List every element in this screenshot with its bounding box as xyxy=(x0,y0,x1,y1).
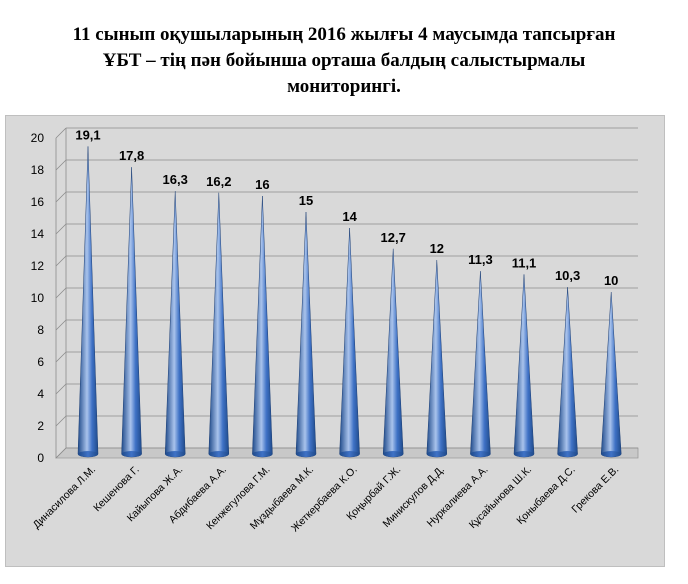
title-line-2: ҰБТ – тің пән бойынша орташа балдың салы… xyxy=(102,50,586,71)
x-tick-label: Грекова Е.В. xyxy=(569,464,621,516)
data-label: 12,7 xyxy=(381,230,406,245)
cone-bar xyxy=(208,192,230,458)
data-label: 19,1 xyxy=(75,127,100,142)
cone-bar xyxy=(295,211,317,458)
cone-bar xyxy=(252,195,273,458)
y-tick-label: 6 xyxy=(37,355,44,369)
y-tick-label: 20 xyxy=(31,131,45,145)
cone-bar-chart: 0 2 4 6 8 10 12 14 16 18 20 19,1 Динасилова Л.М. 17,8… xyxy=(31,127,639,534)
x-tick-label: Динасилова Л.М. xyxy=(31,464,99,532)
data-label: 12 xyxy=(430,241,444,256)
data-label: 11,3 xyxy=(468,252,493,267)
data-label: 17,8 xyxy=(119,148,144,163)
cone-bar xyxy=(470,271,491,458)
bars xyxy=(77,146,622,458)
data-label: 16,2 xyxy=(206,174,231,189)
y-tick-label: 10 xyxy=(31,291,45,305)
cone-bar xyxy=(426,259,448,458)
data-label: 10 xyxy=(604,273,618,288)
data-label: 11,1 xyxy=(512,255,537,270)
cone-bar xyxy=(600,291,622,458)
y-tick-label: 0 xyxy=(37,451,44,465)
cone-bar xyxy=(382,248,404,458)
y-tick-label: 8 xyxy=(37,323,44,337)
cone-bar xyxy=(339,227,360,458)
data-label: 10,3 xyxy=(555,268,580,283)
y-tick-label: 4 xyxy=(37,387,44,401)
chart-title: 11 сынып оқушыларының 2016 жылғы 4 маусы… xyxy=(0,22,688,100)
data-label: 16,3 xyxy=(163,172,188,187)
data-label: 16 xyxy=(255,177,269,192)
y-tick-label: 12 xyxy=(31,259,45,273)
y-tick-label: 18 xyxy=(31,163,45,177)
cone-bar xyxy=(77,146,99,458)
data-label: 14 xyxy=(342,209,357,224)
y-tick-label: 2 xyxy=(37,419,44,433)
cone-bar xyxy=(557,287,578,458)
title-line-1: 11 сынып оқушыларының 2016 жылғы 4 маусы… xyxy=(72,24,616,45)
title-line-3: мониторингі. xyxy=(287,76,401,97)
data-label: 15 xyxy=(299,193,313,208)
cone-bar xyxy=(164,191,186,458)
chart-area: 0 2 4 6 8 10 12 14 16 18 20 19,1 Динасилова Л.М. 17,8… xyxy=(5,115,665,567)
y-tick-label: 14 xyxy=(31,227,45,241)
cone-bar xyxy=(121,167,142,458)
cone-bar xyxy=(513,274,535,458)
y-tick-label: 16 xyxy=(31,195,45,209)
